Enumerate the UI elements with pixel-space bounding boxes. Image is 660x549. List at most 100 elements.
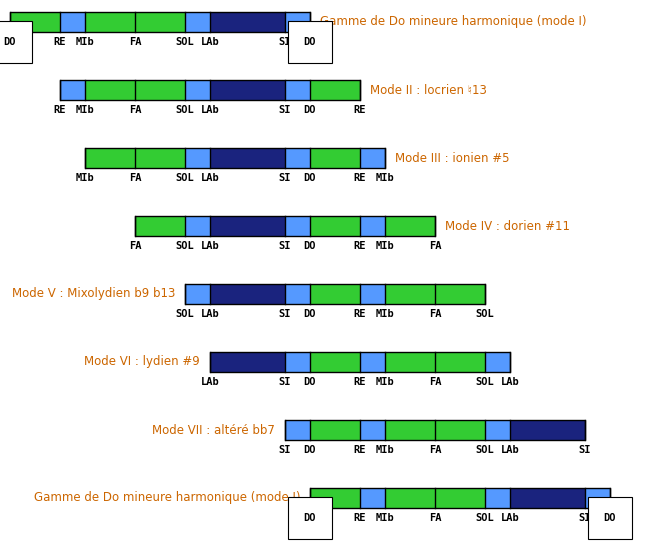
Text: DO: DO <box>304 513 316 523</box>
Text: FA: FA <box>429 377 442 387</box>
Bar <box>310 352 360 372</box>
Text: DO: DO <box>4 37 17 47</box>
Text: SI: SI <box>279 445 291 455</box>
Bar <box>10 12 310 32</box>
Text: SOL: SOL <box>476 377 494 387</box>
Text: SOL: SOL <box>176 309 195 319</box>
Bar <box>360 148 385 168</box>
Text: FA: FA <box>129 105 141 115</box>
Text: LAb: LAb <box>501 377 519 387</box>
Text: MIb: MIb <box>76 37 94 47</box>
Text: SOL: SOL <box>476 309 494 319</box>
Bar <box>310 216 360 236</box>
Bar <box>210 148 285 168</box>
Text: MIb: MIb <box>376 309 395 319</box>
Bar <box>435 352 485 372</box>
Bar <box>85 148 135 168</box>
Text: RE: RE <box>354 445 366 455</box>
Text: MIb: MIb <box>76 105 94 115</box>
Text: SOL: SOL <box>176 37 195 47</box>
Text: MIb: MIb <box>76 173 94 183</box>
Bar <box>285 216 310 236</box>
Text: Mode II : locrien ♮13: Mode II : locrien ♮13 <box>370 83 487 97</box>
Text: SOL: SOL <box>176 241 195 251</box>
Bar <box>485 488 510 508</box>
Bar <box>385 216 435 236</box>
Bar <box>285 12 310 32</box>
Bar <box>310 148 360 168</box>
Bar <box>360 488 385 508</box>
Text: RE: RE <box>53 37 66 47</box>
Bar <box>210 80 285 100</box>
Bar <box>360 352 385 372</box>
Text: FA: FA <box>429 309 442 319</box>
Text: LAb: LAb <box>201 105 219 115</box>
Text: MIb: MIb <box>376 377 395 387</box>
Text: FA: FA <box>429 513 442 523</box>
Bar <box>360 216 385 236</box>
Text: FA: FA <box>129 173 141 183</box>
Text: SI: SI <box>279 173 291 183</box>
Bar <box>385 488 435 508</box>
Text: RE: RE <box>53 105 66 115</box>
Bar <box>185 148 210 168</box>
Bar <box>285 420 310 440</box>
Bar <box>10 12 60 32</box>
Bar <box>285 284 310 304</box>
Text: LAb: LAb <box>201 377 219 387</box>
Bar <box>360 420 385 440</box>
Bar <box>60 80 360 100</box>
Bar <box>485 352 510 372</box>
Bar <box>385 352 435 372</box>
Bar <box>135 148 185 168</box>
Text: Mode V : Mixolydien b9 b13: Mode V : Mixolydien b9 b13 <box>12 288 175 300</box>
Text: SOL: SOL <box>476 513 494 523</box>
Text: LAb: LAb <box>201 309 219 319</box>
Text: MIb: MIb <box>376 513 395 523</box>
Bar <box>285 352 310 372</box>
Bar <box>485 420 510 440</box>
Bar <box>60 12 85 32</box>
Text: Mode III : ionien #5: Mode III : ionien #5 <box>395 152 510 165</box>
Text: RE: RE <box>354 377 366 387</box>
Text: FA: FA <box>129 241 141 251</box>
Bar <box>210 284 285 304</box>
Text: SI: SI <box>579 445 591 455</box>
Bar <box>85 12 135 32</box>
Text: MIb: MIb <box>376 173 395 183</box>
Bar <box>585 488 610 508</box>
Text: LAb: LAb <box>201 37 219 47</box>
Text: RE: RE <box>354 173 366 183</box>
Text: SI: SI <box>279 309 291 319</box>
Text: SI: SI <box>279 377 291 387</box>
Text: DO: DO <box>304 37 316 47</box>
Bar <box>185 80 210 100</box>
Bar <box>85 80 135 100</box>
Bar <box>360 284 385 304</box>
Text: Mode IV : dorien #11: Mode IV : dorien #11 <box>445 220 570 232</box>
Bar <box>135 12 185 32</box>
Text: DO: DO <box>304 105 316 115</box>
Bar <box>135 80 185 100</box>
Text: MIb: MIb <box>376 241 395 251</box>
Text: LAb: LAb <box>201 173 219 183</box>
Text: Gamme de Do mineure harmonique (mode I): Gamme de Do mineure harmonique (mode I) <box>34 491 300 505</box>
Text: Mode VII : altéré bb7: Mode VII : altéré bb7 <box>152 423 275 436</box>
Bar <box>210 216 285 236</box>
Text: Gamme de Do mineure harmonique (mode I): Gamme de Do mineure harmonique (mode I) <box>320 15 587 29</box>
Bar <box>310 488 610 508</box>
Bar <box>310 80 360 100</box>
Bar <box>210 352 285 372</box>
Text: LAb: LAb <box>501 445 519 455</box>
Text: RE: RE <box>354 513 366 523</box>
Bar <box>310 284 360 304</box>
Text: DO: DO <box>304 241 316 251</box>
Bar <box>85 148 385 168</box>
Text: SOL: SOL <box>176 173 195 183</box>
Bar <box>510 488 585 508</box>
Text: DO: DO <box>604 513 616 523</box>
Bar <box>285 420 585 440</box>
Text: DO: DO <box>304 309 316 319</box>
Bar <box>435 488 485 508</box>
Bar <box>185 284 485 304</box>
